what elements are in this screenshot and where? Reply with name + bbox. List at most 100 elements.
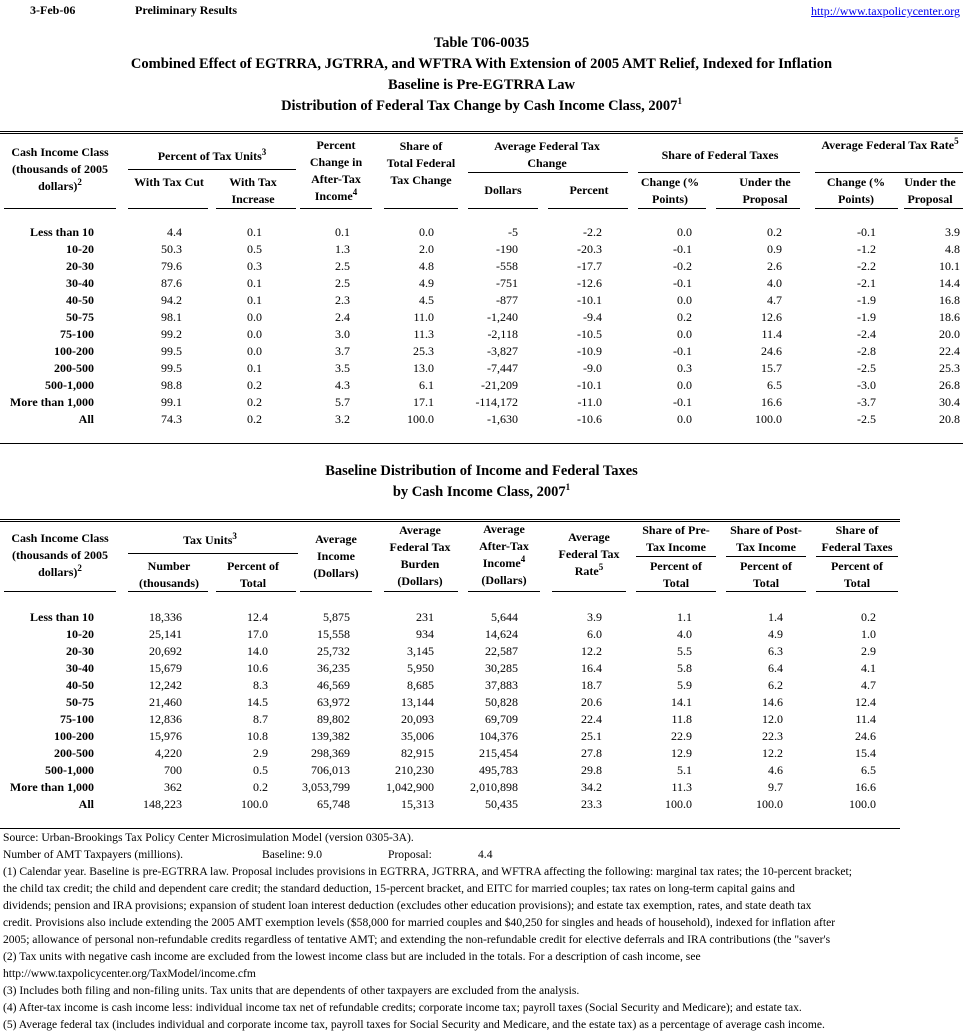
cell: 2.9 [253, 746, 268, 760]
column-header: Percent Change in After-Tax Income4 [297, 137, 375, 205]
cell: 100.0 [241, 797, 268, 811]
cell: 4.0 [767, 276, 782, 290]
row-label: 100-200 [54, 729, 94, 743]
cell: 6.2 [768, 678, 783, 692]
cell: 5.7 [335, 395, 350, 409]
text: Number (thousands) [138, 559, 200, 590]
cell: -877 [496, 293, 518, 307]
rule-line [552, 591, 626, 592]
cell: 20.6 [581, 695, 602, 709]
text: Under the Proposal [904, 175, 956, 206]
title: Distribution of Federal Tax Change by Ca… [0, 97, 963, 115]
cell: 20.0 [939, 327, 960, 341]
cell: 4.7 [767, 293, 782, 307]
text: Baseline is Pre-EGTRRA Law [387, 77, 576, 93]
amt-baseline: 9.0 [307, 848, 323, 861]
cell: -1.9 [857, 310, 876, 324]
footnote-ref: 4 [352, 187, 358, 197]
rule-line [468, 208, 538, 209]
cell: 99.1 [161, 395, 182, 409]
cell: 14.6 [762, 695, 783, 709]
cell: 15,313 [401, 797, 434, 811]
row-label: 40-50 [66, 293, 94, 307]
cell: 22.9 [671, 729, 692, 743]
rule-line [816, 556, 898, 557]
cell: 100.0 [665, 797, 692, 811]
cell: 10.6 [247, 661, 268, 675]
rule-line [128, 553, 298, 554]
cell: 700 [164, 763, 182, 777]
row-label: 75-100 [60, 712, 94, 726]
cell: 25,141 [149, 627, 182, 641]
column-header: Average After-Tax Income4 (Dollars) [468, 521, 540, 589]
site-link[interactable]: http://www.taxpolicycenter.org [811, 4, 960, 18]
cell: -9.0 [583, 361, 602, 375]
footnote-line: credit. Provisions also include extendin… [3, 916, 836, 929]
column-header: Under the Proposal [895, 174, 963, 208]
cell: -0.1 [673, 242, 692, 256]
cell: -2.5 [857, 412, 876, 426]
cell: 74.3 [161, 412, 182, 426]
footnote-ref: 1 [677, 96, 682, 107]
cell: 100.0 [849, 797, 876, 811]
cell: 3.9 [587, 610, 602, 624]
amt-baseline-label: Baseline: [262, 848, 306, 861]
cell: 139,382 [311, 729, 350, 743]
cell: 14.0 [247, 644, 268, 658]
cell: 12.2 [581, 644, 602, 658]
cell: 0.2 [253, 780, 268, 794]
rule-line [716, 208, 800, 209]
cell: 0.2 [247, 378, 262, 392]
cell: 14.5 [247, 695, 268, 709]
cell: -0.1 [673, 344, 692, 358]
title: Table T06-0035 [0, 34, 963, 52]
cell: 4.3 [335, 378, 350, 392]
column-header: Share of Post-Tax Income [725, 522, 807, 556]
cell: 27.8 [581, 746, 602, 760]
cell: -17.7 [577, 259, 602, 273]
cell: 0.9 [767, 242, 782, 256]
cell: 5,875 [323, 610, 350, 624]
text: Under the Proposal [739, 175, 791, 206]
cell: 6.5 [767, 378, 782, 392]
rule-line [300, 591, 372, 592]
cell: 2.5 [335, 276, 350, 290]
text: Average Federal Tax Rate [558, 530, 620, 578]
cell: 1,042,900 [386, 780, 434, 794]
cell: -558 [496, 259, 518, 273]
cell: 10.1 [939, 259, 960, 273]
date: 3-Feb-06 [30, 3, 76, 17]
cell: 18,336 [149, 610, 182, 624]
amt-label: Number of AMT Taxpayers (millions). [3, 848, 184, 861]
rule-line [638, 172, 800, 173]
text: Dollars [484, 183, 522, 197]
cell: 0.2 [247, 395, 262, 409]
row-label: 75-100 [60, 327, 94, 341]
cell: 104,376 [479, 729, 518, 743]
column-header: Change (% Points) [816, 174, 896, 208]
cell: -2.2 [857, 259, 876, 273]
row-label: 50-75 [66, 310, 94, 324]
cell: 46,569 [317, 678, 350, 692]
footnote-line: the child tax credit; the child and depe… [3, 882, 795, 895]
cell: 0.0 [677, 378, 692, 392]
rule-line [4, 208, 116, 209]
cell: -751 [496, 276, 518, 290]
cell: -1.2 [857, 242, 876, 256]
row-label: 500-1,000 [45, 378, 94, 392]
column-header: Share of Federal Taxes [816, 522, 898, 556]
cell: 2.5 [335, 259, 350, 273]
row-label: All [78, 797, 94, 811]
cell: 35,006 [401, 729, 434, 743]
cell: 25.3 [413, 344, 434, 358]
cell: 3.5 [335, 361, 350, 375]
cell: 148,223 [143, 797, 182, 811]
footnote-ref: 4 [520, 554, 526, 564]
footnote-line: (1) Calendar year. Baseline is pre-EGTRR… [3, 865, 852, 878]
row-label: 50-75 [66, 695, 94, 709]
cell: 3.2 [335, 412, 350, 426]
rule-line [0, 131, 963, 132]
rule-line [468, 172, 628, 173]
cell: 0.0 [247, 310, 262, 324]
cell: 18.7 [581, 678, 602, 692]
